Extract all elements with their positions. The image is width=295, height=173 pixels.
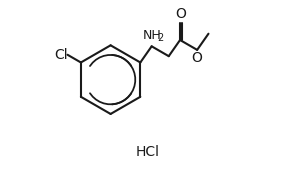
Text: HCl: HCl (135, 145, 160, 159)
Text: O: O (192, 51, 203, 65)
Text: NH: NH (142, 29, 161, 42)
Text: Cl: Cl (54, 48, 68, 62)
Text: 2: 2 (157, 33, 163, 43)
Text: O: O (176, 7, 186, 21)
